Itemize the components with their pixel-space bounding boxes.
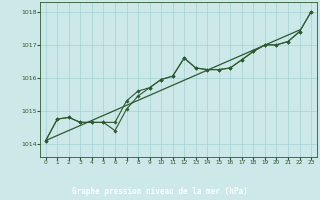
Text: Graphe pression niveau de la mer (hPa): Graphe pression niveau de la mer (hPa) bbox=[72, 186, 248, 196]
